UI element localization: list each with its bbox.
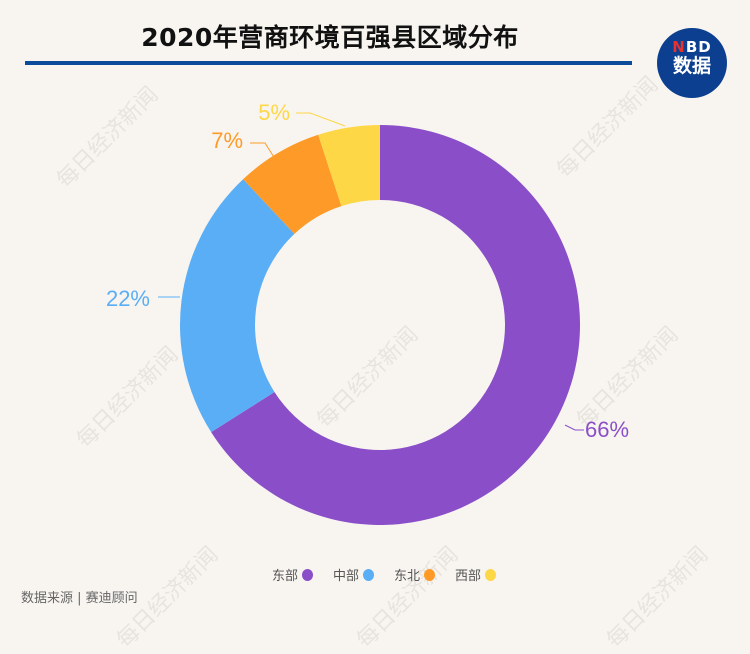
label-northeast: 7% (211, 128, 243, 153)
nbd-logo: NBD 数据 (657, 28, 727, 98)
legend-dot-icon (485, 568, 497, 581)
donut-chart: 66% 22% 7% 5% (106, 100, 629, 526)
legend-item-central[interactable]: 中部 (333, 565, 375, 584)
legend-item-northeast[interactable]: 东北 (394, 565, 436, 584)
legend-label: 东北 (394, 569, 421, 584)
legend-item-east[interactable]: 东部 (272, 565, 314, 584)
legend-label: 中部 (333, 569, 360, 584)
slice-east (211, 125, 581, 526)
title-underline (25, 61, 632, 65)
leader-line-west (296, 112, 346, 127)
legend-label: 西部 (455, 569, 482, 584)
donut-labels: 66% 22% 7% 5% (106, 100, 629, 442)
logo-data-text: 数据 (672, 55, 711, 77)
label-west: 5% (258, 100, 290, 125)
chart-title: 2020年营商环境百强县区域分布 (141, 23, 519, 52)
logo-n: N (672, 38, 686, 56)
label-east: 66% (585, 417, 629, 442)
leader-line-northeast (250, 142, 278, 163)
legend-dot-icon (363, 568, 375, 581)
label-central: 22% (106, 286, 150, 311)
donut-slices (179, 125, 581, 526)
slice-west (318, 125, 380, 207)
slice-central (179, 179, 295, 433)
logo-bd: BD (685, 38, 712, 56)
legend-item-west[interactable]: 西部 (455, 565, 497, 584)
legend-dot-icon (302, 568, 314, 581)
legend: 东部 中部 东北 西部 (272, 565, 497, 584)
legend-dot-icon (424, 568, 436, 581)
slice-northeast (243, 134, 342, 234)
legend-label: 东部 (272, 569, 299, 584)
leader-line-east (564, 424, 584, 431)
data-source: 数据来源 | 赛迪顾问 (21, 591, 138, 606)
